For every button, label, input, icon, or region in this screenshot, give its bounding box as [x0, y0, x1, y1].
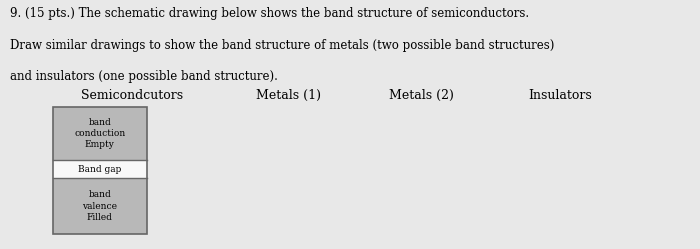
Text: band: band: [88, 118, 111, 127]
Text: 9. (15 pts.) The schematic drawing below shows the band structure of semiconduct: 9. (15 pts.) The schematic drawing below…: [10, 7, 530, 20]
Bar: [52, 178, 147, 234]
Bar: [52, 107, 147, 234]
Bar: [52, 160, 147, 178]
Text: Empty: Empty: [85, 140, 115, 149]
Text: conduction: conduction: [74, 129, 125, 138]
Text: Band gap: Band gap: [78, 165, 121, 174]
Text: Metals (2): Metals (2): [389, 89, 454, 102]
Text: Insulators: Insulators: [528, 89, 592, 102]
Text: and insulators (one possible band structure).: and insulators (one possible band struct…: [10, 70, 279, 83]
Text: Semicondcutors: Semicondcutors: [80, 89, 183, 102]
Text: band: band: [88, 190, 111, 199]
Text: Metals (1): Metals (1): [256, 89, 321, 102]
Text: valence: valence: [83, 202, 118, 211]
Bar: [52, 107, 147, 160]
Text: Filled: Filled: [87, 213, 113, 222]
Text: Draw similar drawings to show the band structure of metals (two possible band st: Draw similar drawings to show the band s…: [10, 39, 555, 52]
